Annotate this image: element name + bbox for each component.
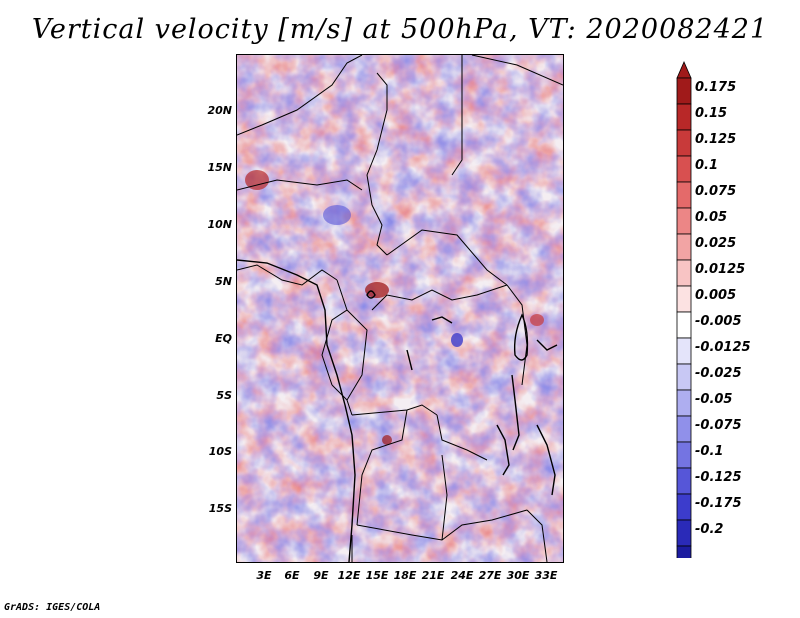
colorbar-label-1: 0.15 <box>695 106 728 121</box>
colorbar-segment <box>676 415 692 443</box>
colorbar-segment <box>676 389 692 417</box>
colorbar-label-8: 0.005 <box>695 288 737 303</box>
map-field-svg <box>237 55 563 562</box>
grads-credit: GrADS: IGES/COLA <box>4 602 101 613</box>
colorbar-label-9: -0.005 <box>695 314 742 329</box>
colorbar-segment <box>676 259 692 287</box>
colorbar-label-4: 0.075 <box>695 184 737 199</box>
lon-label-33e: 33E <box>534 569 558 582</box>
colorbar-label-2: 0.125 <box>695 132 737 147</box>
lon-label-6e: 6E <box>284 569 300 582</box>
colorbar-segment <box>676 285 692 313</box>
colorbar-label-10: -0.0125 <box>695 340 751 355</box>
colorbar-segment <box>676 311 692 339</box>
intense-cells <box>245 170 544 445</box>
colorbar-segment <box>676 363 692 391</box>
lat-label-15n: 15N <box>207 161 232 174</box>
vertical-velocity-map <box>236 54 564 563</box>
colorbar-segment <box>676 545 692 558</box>
lon-label-12e: 12E <box>337 569 361 582</box>
lat-label-10n: 10N <box>207 218 232 231</box>
colorbar-segment <box>676 207 692 235</box>
colorbar-label-0: 0.175 <box>695 80 737 95</box>
colorbar-segment <box>676 181 692 209</box>
colorbar-label-17: -0.2 <box>695 522 724 537</box>
colorbar-segment <box>676 233 692 261</box>
lon-label-24e: 24E <box>450 569 474 582</box>
lat-label-eq: EQ <box>215 332 232 345</box>
colorbar-label-7: 0.0125 <box>695 262 746 277</box>
lat-label-15s: 15S <box>208 502 232 515</box>
lat-label-20n: 20N <box>207 104 232 117</box>
country-borders <box>237 55 563 562</box>
map-title: Vertical velocity [m/s] at 500hPa, VT: 2… <box>31 14 769 45</box>
lat-label-5n: 5N <box>215 275 232 288</box>
lon-label-9e: 9E <box>313 569 329 582</box>
lon-label-27e: 27E <box>478 569 502 582</box>
colorbar-segment <box>676 493 692 521</box>
colorbar-label-14: -0.1 <box>695 444 724 459</box>
velocity-field <box>237 55 563 562</box>
lon-label-18e: 18E <box>393 569 417 582</box>
colorbar-segment <box>676 155 692 183</box>
colorbar-segment <box>676 441 692 469</box>
colorbar-segment <box>676 103 692 131</box>
colorbar-segment <box>676 467 692 495</box>
lon-label-3e: 3E <box>256 569 272 582</box>
colorbar-label-11: -0.025 <box>695 366 742 381</box>
colorbar-label-16: -0.175 <box>695 496 742 511</box>
colorbar-label-13: -0.075 <box>695 418 742 433</box>
colorbar-segment <box>676 77 692 105</box>
colorbar <box>676 61 692 558</box>
lon-label-21e: 21E <box>421 569 445 582</box>
lat-label-5s: 5S <box>216 389 232 402</box>
colorbar-label-5: 0.05 <box>695 210 728 225</box>
coastline-and-lakes <box>237 259 558 562</box>
colorbar-label-15: -0.125 <box>695 470 742 485</box>
colorbar-label-3: 0.1 <box>695 158 719 173</box>
lon-label-15e: 15E <box>365 569 389 582</box>
colorbar-segment <box>676 129 692 157</box>
lon-label-30e: 30E <box>506 569 530 582</box>
lat-label-10s: 10S <box>208 445 232 458</box>
colorbar-segment <box>676 337 692 365</box>
colorbar-max-arrow <box>676 61 692 79</box>
colorbar-label-12: -0.05 <box>695 392 733 407</box>
colorbar-segment <box>676 519 692 547</box>
colorbar-label-6: 0.025 <box>695 236 737 251</box>
